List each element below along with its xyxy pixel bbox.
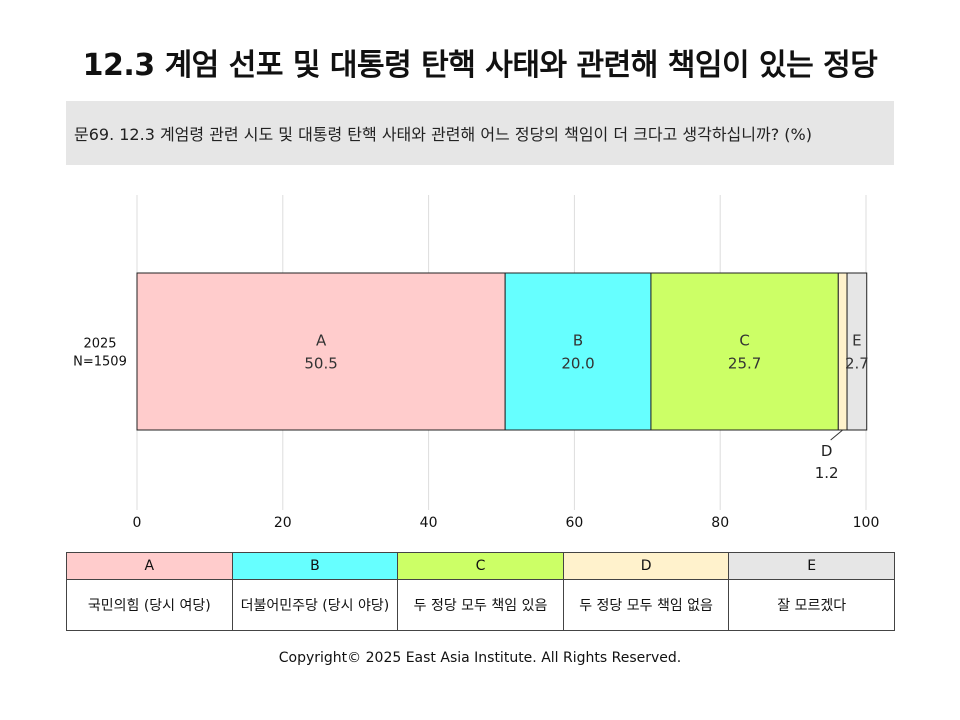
x-tick-label-100: 100 (853, 515, 880, 531)
x-tick-label-0: 0 (133, 515, 142, 531)
row-label-0: 2025 (83, 337, 116, 352)
bar-segment-c (650, 272, 839, 431)
x-tick-label-60: 60 (565, 515, 583, 531)
segment-value-b: 20.0 (561, 355, 594, 373)
segment-name-c: C (739, 332, 749, 350)
row-label-1: N=1509 (73, 355, 127, 370)
question-text: 문69. 12.3 계엄령 관련 시도 및 대통령 탄핵 사태와 관련해 어느 … (66, 101, 894, 165)
bar-segment-a (136, 272, 506, 431)
legend-table: A B C D E 국민의힘 (당시 여당) 더불어민주당 (당시 야당) 두 … (66, 552, 895, 631)
segment-name-a: A (316, 332, 327, 350)
x-tick-label-20: 20 (274, 515, 292, 531)
segment-value-d: 1.2 (815, 464, 839, 482)
legend-name-a: 국민의힘 (당시 여당) (66, 579, 233, 631)
legend-key-d: D (562, 552, 730, 580)
segment-name-e: E (852, 332, 861, 350)
x-tick-label-40: 40 (420, 515, 438, 531)
bar-segment-b (504, 272, 652, 431)
leader-line-d (830, 429, 843, 441)
legend-key-e: E (728, 552, 895, 580)
segment-value-c: 25.7 (728, 355, 761, 373)
legend-name-row: 국민의힘 (당시 여당) 더불어민주당 (당시 야당) 두 정당 모두 책임 있… (66, 579, 895, 631)
segment-value-e: 2.7 (845, 355, 869, 373)
legend-name-c: 두 정당 모두 책임 있음 (397, 579, 564, 631)
legend-key-a: A (66, 552, 233, 580)
legend-name-b: 더불어민주당 (당시 야당) (231, 579, 399, 631)
segment-name-b: B (573, 332, 583, 350)
legend-name-e: 잘 모르겠다 (728, 579, 895, 631)
legend-name-d: 두 정당 모두 책임 없음 (562, 579, 730, 631)
stacked-bar-chart: 0 20 40 60 80 100 2025 N=1509 A 50.5 B 20.0 C 25.7 D 1.… (73, 195, 880, 531)
copyright-text: Copyright© 2025 East Asia Institute. All… (278, 650, 682, 666)
bar-segment-e (846, 272, 868, 431)
segment-value-a: 50.5 (304, 355, 337, 373)
segment-name-d: D (821, 442, 833, 460)
legend-key-row: A B C D E (66, 552, 895, 580)
legend-key-b: B (231, 552, 399, 580)
chart-title: 12.3 계엄 선포 및 대통령 탄핵 사태와 관련해 책임이 있는 정당 (82, 48, 878, 83)
x-tick-label-80: 80 (711, 515, 729, 531)
bar-segment-d (837, 272, 848, 431)
legend-key-c: C (397, 552, 564, 580)
